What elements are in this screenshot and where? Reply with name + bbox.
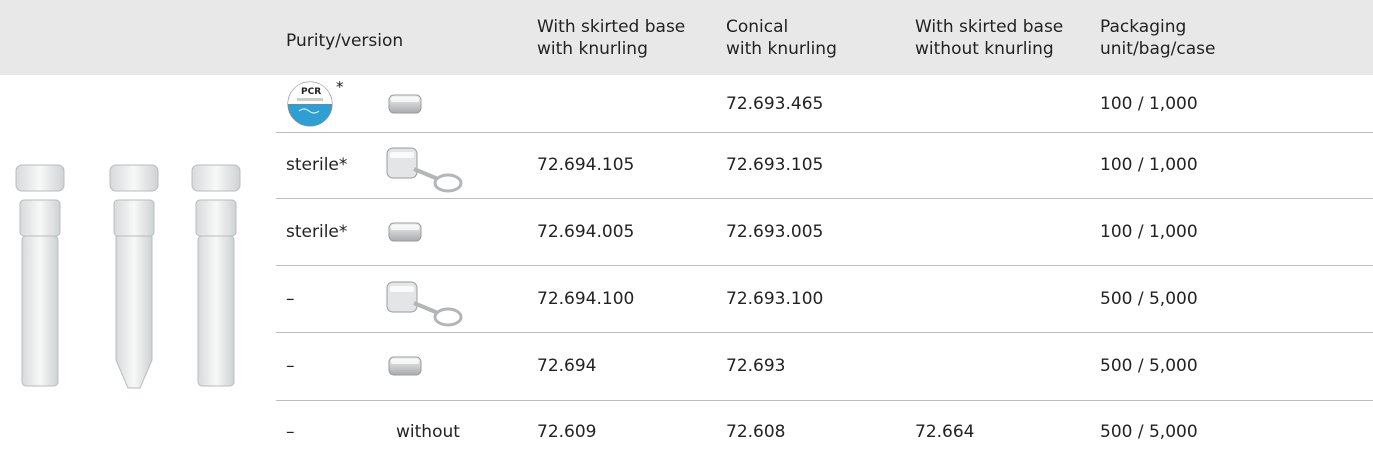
article-number: 72.694.100 (537, 288, 634, 310)
purity-cell: – (286, 288, 295, 310)
product-table: Purity/versionWith skirted basewith knur… (0, 0, 1373, 463)
header-cell: Conical (726, 16, 788, 38)
packaging-cell: 500 / 5,000 (1100, 421, 1198, 443)
article-number: 72.609 (537, 421, 596, 443)
row-separator (276, 132, 1373, 133)
cap-icon (388, 94, 422, 114)
article-number: 72.694.105 (537, 154, 634, 176)
purity-cell: sterile* (286, 154, 347, 176)
header-cell: With skirted base (915, 16, 1063, 38)
article-number: 72.693 (726, 355, 785, 377)
article-number: 72.693.005 (726, 221, 823, 243)
row-separator (276, 265, 1373, 266)
article-number: 72.694.005 (537, 221, 634, 243)
purity-cell: – (286, 421, 295, 443)
cap-icon (386, 281, 466, 329)
article-number: 72.608 (726, 421, 785, 443)
article-number: 72.693.465 (726, 93, 823, 115)
packaging-cell: 100 / 1,000 (1100, 93, 1198, 115)
cap-icon (388, 222, 422, 242)
article-number: 72.694 (537, 355, 596, 377)
article-number: 72.693.100 (726, 288, 823, 310)
tubes-image (0, 0, 276, 463)
packaging-cell: 500 / 5,000 (1100, 355, 1198, 377)
row-separator (276, 332, 1373, 333)
row-separator (276, 400, 1373, 401)
header-cell: without knurling (915, 38, 1054, 60)
badge-label: PCR (301, 87, 321, 97)
article-number: 72.664 (915, 421, 974, 443)
header-cell: with knurling (537, 38, 648, 60)
purity-cell: sterile* (286, 221, 347, 243)
header-cell: unit/bag/case (1100, 38, 1215, 60)
header-cell: Purity/version (286, 30, 403, 52)
packaging-cell: 100 / 1,000 (1100, 221, 1198, 243)
packaging-cell: 500 / 5,000 (1100, 288, 1198, 310)
purity-cell: – (286, 355, 295, 377)
header-cell: with knurling (726, 38, 837, 60)
badge-mark: * (336, 76, 344, 98)
cap-icon (388, 356, 422, 376)
header-cell: With skirted base (537, 16, 685, 38)
article-number: 72.693.105 (726, 154, 823, 176)
row-separator (276, 198, 1373, 199)
cap-icon (386, 147, 466, 195)
header-cell: Packaging (1100, 16, 1186, 38)
packaging-cell: 100 / 1,000 (1100, 154, 1198, 176)
version-cell: without (396, 421, 460, 443)
